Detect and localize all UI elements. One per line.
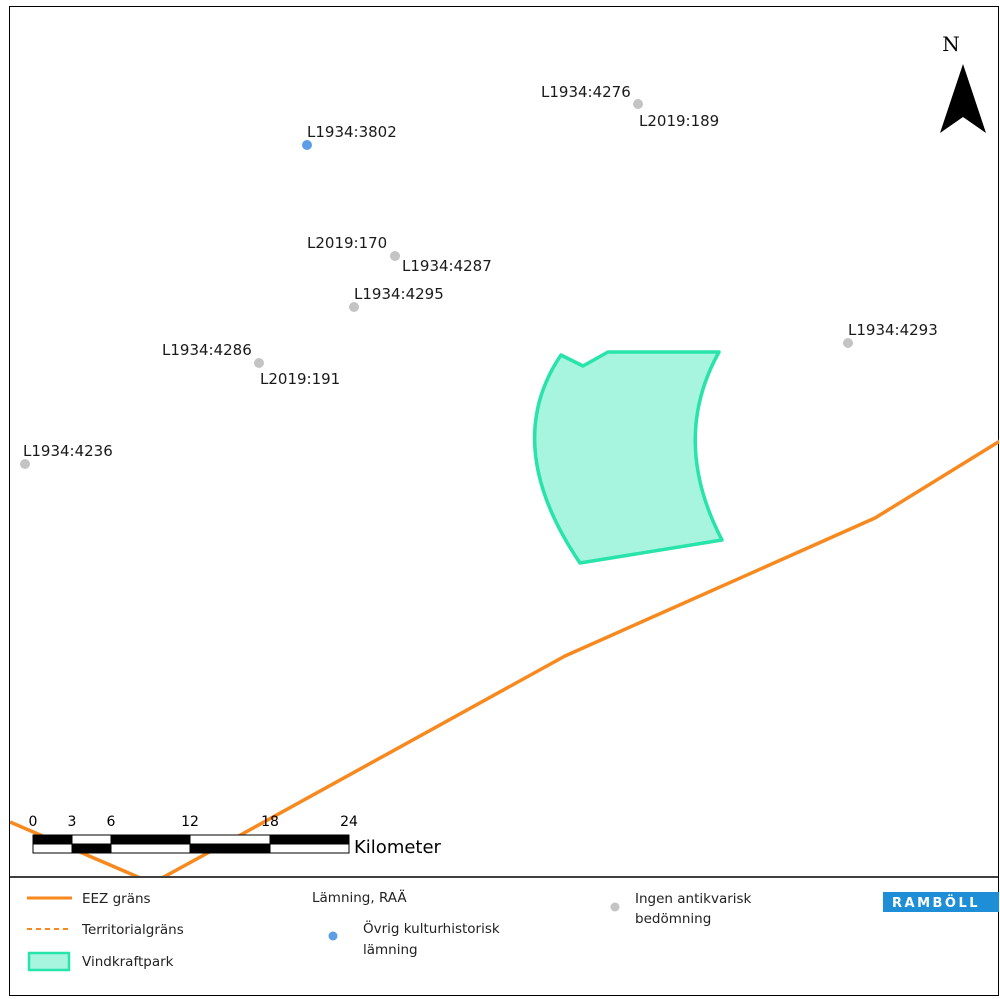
- legend-windpark-label: Vindkraftpark: [82, 954, 174, 970]
- north-label: N: [942, 32, 960, 56]
- windpark-area: [532, 350, 724, 565]
- map-area: L1934:3802 L1934:4276 L2019:189 L2019:17…: [10, 32, 999, 876]
- blue-dot-icon: [328, 931, 338, 941]
- site-label: L1934:4236: [23, 442, 113, 460]
- windpark-swatch-icon: [27, 951, 71, 972]
- scale-bar: 0 3 6 12 18 24 Kilometer: [29, 814, 442, 858]
- site-label: L2019:170: [307, 234, 387, 252]
- site-marker[interactable]: [633, 99, 643, 109]
- site-marker[interactable]: [349, 302, 359, 312]
- legend: EEZ gräns Territorialgräns Vindkraftpark…: [27, 888, 999, 972]
- scale-tick-label: 12: [181, 814, 199, 830]
- site-marker[interactable]: [390, 251, 400, 261]
- site-label: L1934:3802: [307, 123, 397, 141]
- legend-lamning-title: Lämning, RAÄ: [312, 888, 407, 906]
- ramboll-logo: RAMBÖLL: [883, 892, 999, 912]
- scale-tick-label: 6: [107, 814, 116, 830]
- svg-text:RAMBÖLL: RAMBÖLL: [892, 895, 980, 911]
- site-label: L2019:191: [260, 370, 340, 388]
- scale-tick-label: 24: [340, 814, 358, 830]
- legend-ovrig-label-1: Övrig kulturhistorisk: [363, 919, 500, 937]
- scale-unit-label: Kilometer: [354, 837, 442, 858]
- legend-eez-label: EEZ gräns: [82, 891, 151, 907]
- site-marker[interactable]: [302, 140, 312, 150]
- site-marker[interactable]: [843, 338, 853, 348]
- scale-tick-label: 18: [261, 814, 279, 830]
- scale-tick-label: 3: [68, 814, 77, 830]
- site-label: L1934:4293: [848, 321, 938, 339]
- legend-ovrig-label-2: lämning: [363, 942, 418, 958]
- site-label: L1934:4276: [541, 83, 631, 101]
- legend-ingen-label-2: bedömning: [635, 911, 711, 927]
- legend-territorial-label: Territorialgräns: [81, 922, 184, 938]
- site-label: L1934:4295: [354, 285, 444, 303]
- site-marker[interactable]: [254, 358, 264, 368]
- north-arrow-icon: N: [940, 32, 986, 133]
- legend-ingen-label-1: Ingen antikvarisk: [635, 891, 752, 907]
- eez-boundary-line: [161, 439, 999, 876]
- site-label: L1934:4286: [162, 341, 252, 359]
- site-markers: [20, 99, 853, 469]
- site-label: L2019:189: [639, 112, 719, 130]
- map-frame: [9, 6, 999, 996]
- scale-tick-label: 0: [29, 814, 38, 830]
- site-label: L1934:4287: [402, 257, 492, 275]
- eez-boundary-line-lower: [10, 820, 141, 876]
- grey-dot-icon: [610, 902, 620, 912]
- site-labels: L1934:3802 L1934:4276 L2019:189 L2019:17…: [23, 83, 938, 460]
- site-marker[interactable]: [20, 459, 30, 469]
